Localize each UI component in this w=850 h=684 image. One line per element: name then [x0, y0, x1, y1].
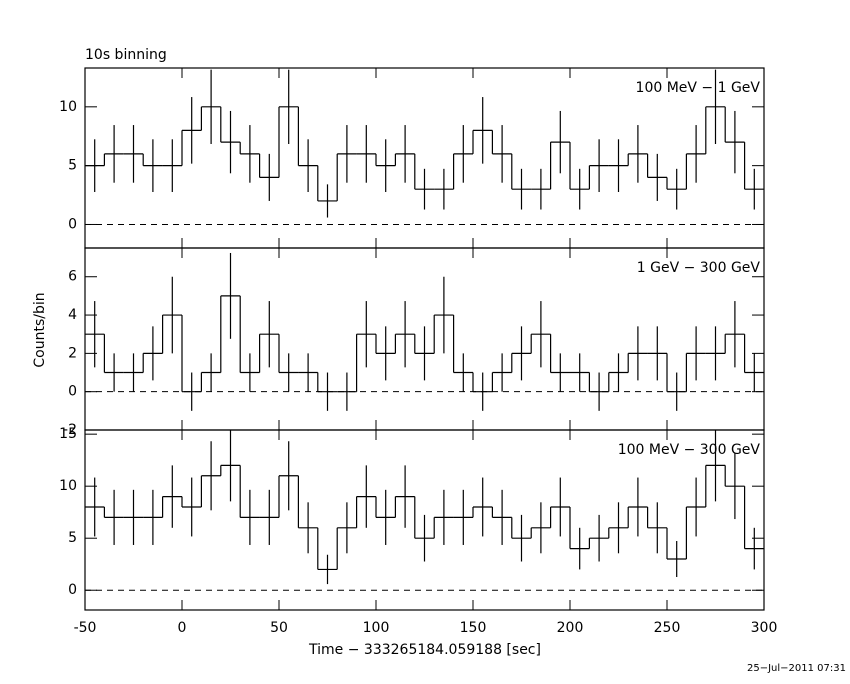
panel: 0 5 10 15 -50 0 50 100 150 200 250 300 100 MeV − 300… [59, 426, 777, 636]
y-tick-label: -2 [63, 422, 77, 438]
panel-label: 100 MeV − 300 GeV [618, 442, 761, 458]
y-tick-label: 0 [68, 216, 77, 232]
y-axis-label: Counts/bin [32, 292, 48, 367]
panel-label: 100 MeV − 1 GeV [636, 80, 761, 96]
y-tick-label: 6 [68, 269, 77, 285]
x-tick-label: 50 [270, 620, 288, 636]
panel-frame [84, 429, 765, 611]
y-tick-label: 15 [59, 426, 77, 442]
y-tick-label: 5 [68, 530, 77, 546]
x-tick-label: 250 [654, 620, 681, 636]
y-tick-label: 0 [68, 384, 77, 400]
series [85, 252, 764, 411]
series [85, 430, 764, 585]
y-tick-label: 10 [59, 99, 77, 115]
x-tick-label: 300 [751, 620, 778, 636]
x-tick-label: -50 [74, 620, 97, 636]
y-tick-label: 10 [59, 478, 77, 494]
x-axis-label: Time − 333265184.059188 [sec] [308, 642, 541, 658]
panel-label: 1 GeV − 300 GeV [637, 260, 761, 276]
y-tick-label: 0 [68, 582, 77, 598]
timestamp: 25−Jul−2011 07:31 [747, 663, 846, 674]
x-tick-label: 0 [178, 620, 187, 636]
y-tick-label: 5 [68, 158, 77, 174]
x-tick-label: 200 [557, 620, 584, 636]
series [85, 69, 764, 218]
x-tick-label: 150 [460, 620, 487, 636]
panel: 0 5 10 100 MeV − 1 GeV [59, 67, 765, 249]
chart-title: 10s binning [85, 47, 167, 63]
y-tick-label: 4 [68, 307, 77, 323]
panel: -2 0 2 4 6 1 GeV − 300 GeV [63, 247, 765, 438]
y-tick-label: 2 [68, 345, 77, 361]
x-tick-label: 100 [363, 620, 390, 636]
